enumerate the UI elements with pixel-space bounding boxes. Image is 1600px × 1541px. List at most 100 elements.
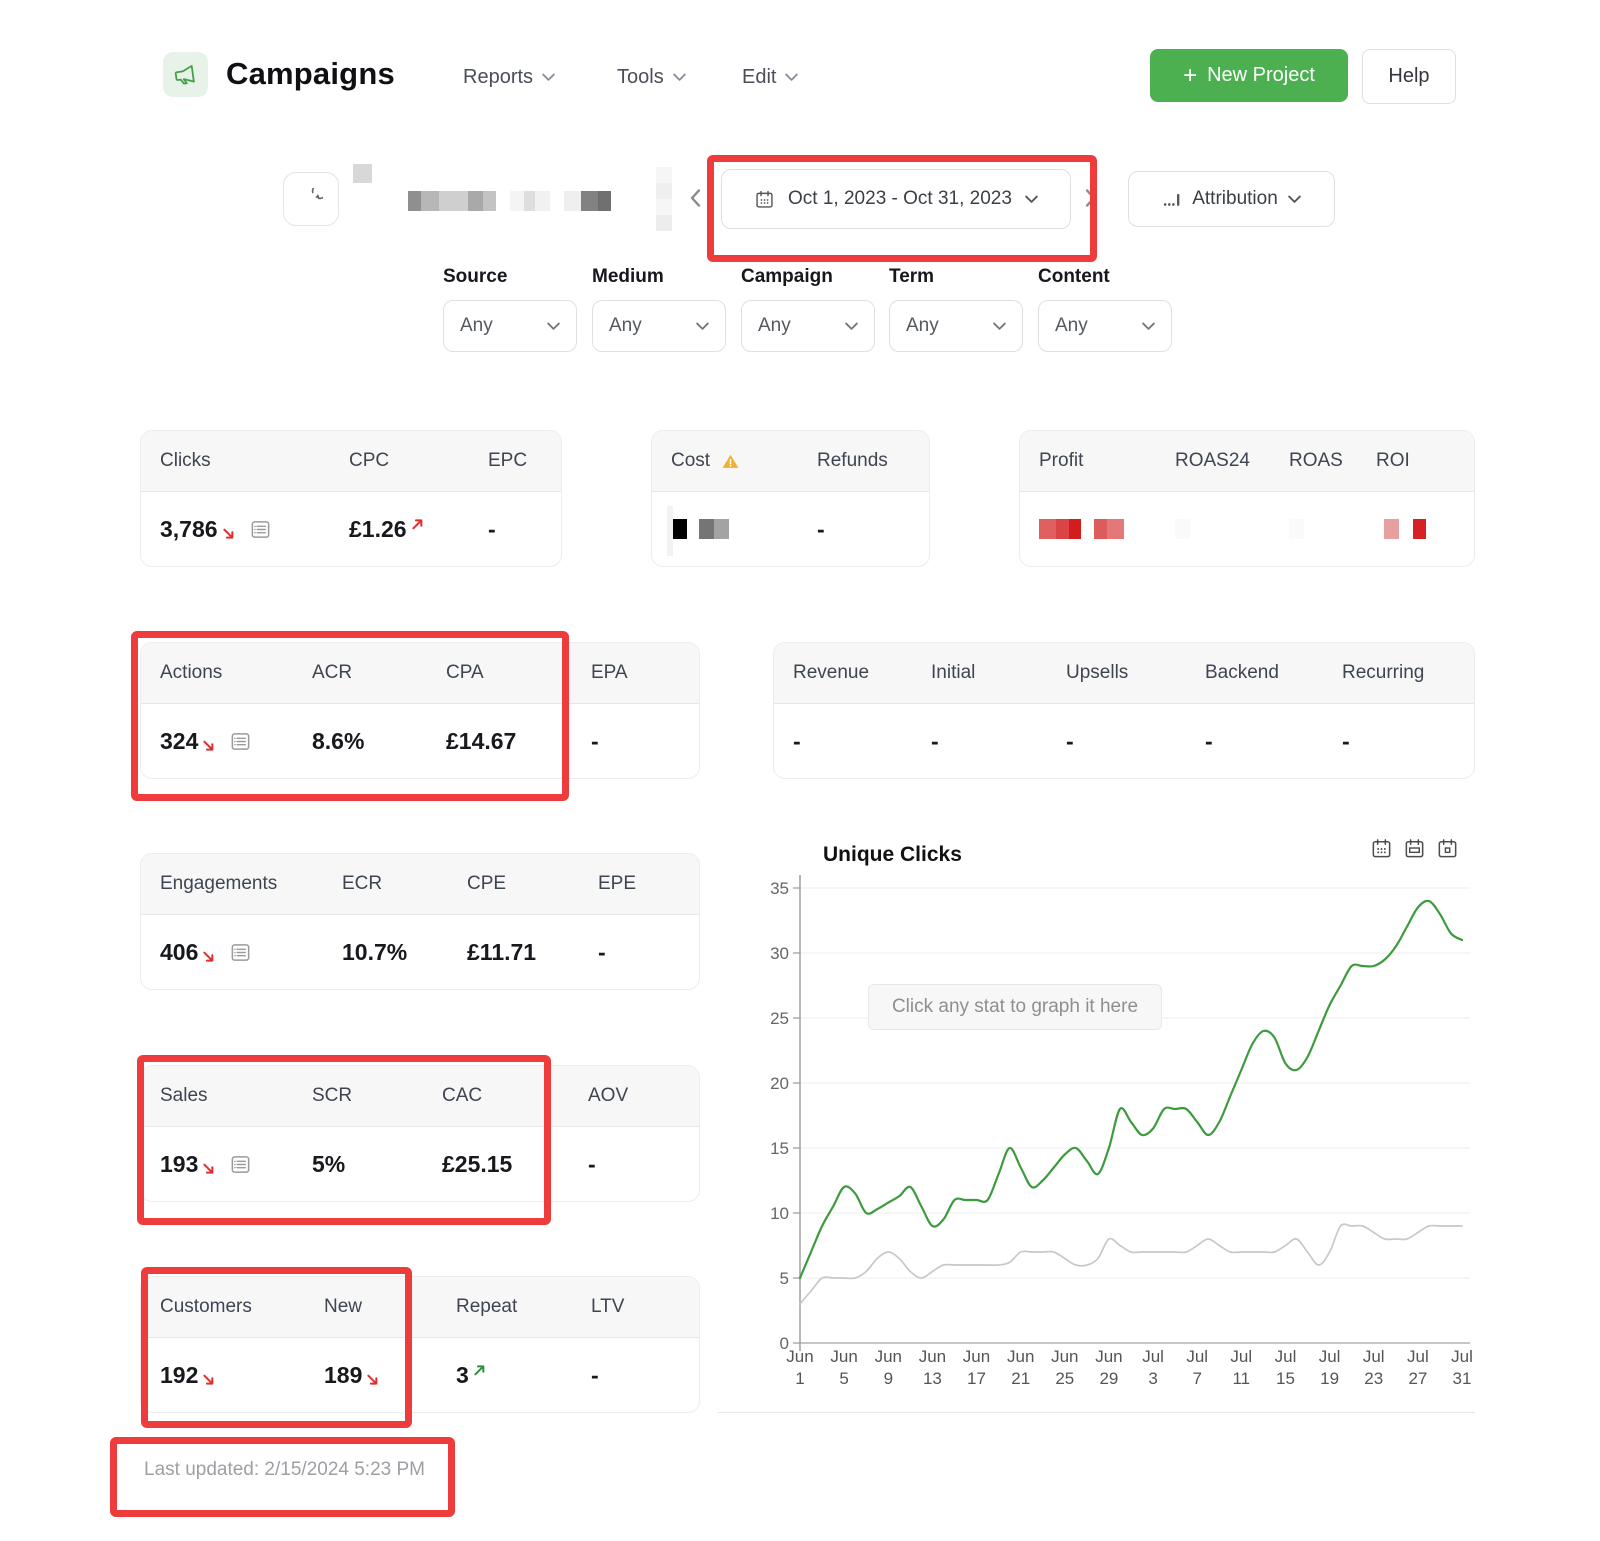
stat-value-clicks[interactable]: 3,786 xyxy=(141,516,330,543)
help-button[interactable]: Help xyxy=(1362,49,1456,104)
stat-value-new[interactable]: 189 xyxy=(305,1362,437,1389)
list-detail-icon[interactable] xyxy=(229,1153,252,1176)
stat-value-acr[interactable]: 8.6% xyxy=(312,727,365,754)
stat-value-sales[interactable]: 193 xyxy=(141,1151,293,1178)
trend-up-icon xyxy=(411,517,425,531)
divider xyxy=(718,1412,1475,1413)
stat-value-cpa[interactable]: £14.67 xyxy=(446,727,517,754)
filter-select-medium[interactable]: Any xyxy=(592,300,726,352)
nav-edit[interactable]: Edit xyxy=(742,66,798,89)
filter-select-source[interactable]: Any xyxy=(443,300,577,352)
stat-value-actions[interactable]: 324 xyxy=(141,728,293,755)
svg-text:9: 9 xyxy=(884,1369,893,1388)
attribution-button[interactable]: Attribution xyxy=(1128,171,1335,227)
stat-value-cac[interactable]: £25.15 xyxy=(442,1150,513,1177)
stat-value-cpc[interactable]: £1.26 xyxy=(330,516,469,543)
svg-text:30: 30 xyxy=(770,944,789,963)
stat-value-roas-redacted[interactable] xyxy=(1270,519,1357,539)
stat-value-cpe[interactable]: £11.71 xyxy=(467,938,537,965)
svg-text:Jun: Jun xyxy=(1007,1347,1034,1366)
revenue-card: Revenue Initial Upsells Backend Recurrin… xyxy=(773,642,1475,779)
refresh-icon xyxy=(300,188,323,211)
stat-value-ltv[interactable]: - xyxy=(591,1361,599,1388)
column-header-ecr: ECR xyxy=(342,873,383,894)
trend-down-icon xyxy=(366,1373,380,1387)
calendar-month-icon[interactable] xyxy=(1436,837,1459,860)
list-detail-icon[interactable] xyxy=(229,941,252,964)
svg-text:25: 25 xyxy=(770,1009,789,1028)
column-header-acr: ACR xyxy=(312,662,353,683)
svg-text:10: 10 xyxy=(770,1204,789,1223)
date-range-picker[interactable]: Oct 1, 2023 - Oct 31, 2023 xyxy=(721,169,1071,229)
chart-title: Unique Clicks xyxy=(823,843,962,866)
stat-value-recurring[interactable]: - xyxy=(1342,727,1350,754)
stat-value-scr[interactable]: 5% xyxy=(312,1150,346,1177)
stat-value-refunds[interactable]: - xyxy=(817,515,825,542)
stat-value-ecr[interactable]: 10.7% xyxy=(342,938,408,965)
chevron-down-icon xyxy=(1025,195,1038,204)
list-detail-icon[interactable] xyxy=(229,730,252,753)
stat-value-roi-redacted[interactable] xyxy=(1357,519,1474,539)
stat-value-backend[interactable]: - xyxy=(1205,727,1213,754)
svg-text:Jun: Jun xyxy=(963,1347,990,1366)
filter-select-campaign[interactable]: Any xyxy=(741,300,875,352)
column-header-upsells: Upsells xyxy=(1066,662,1129,683)
filter-select-content[interactable]: Any xyxy=(1038,300,1172,352)
new-project-button[interactable]: + New Project xyxy=(1150,49,1348,102)
column-header-ltv: LTV xyxy=(591,1296,625,1317)
nav-tools[interactable]: Tools xyxy=(617,66,686,89)
column-header-customers: Customers xyxy=(160,1296,252,1317)
stat-value-epc[interactable]: - xyxy=(488,515,496,542)
stat-value-repeat[interactable]: 3 xyxy=(437,1362,572,1389)
stat-value-aov[interactable]: - xyxy=(588,1150,596,1177)
column-header-cost: Cost xyxy=(652,450,798,472)
stat-value-profit-redacted[interactable] xyxy=(1020,519,1156,539)
svg-text:Jul: Jul xyxy=(1319,1347,1341,1366)
calendar-week-icon[interactable] xyxy=(1403,837,1426,860)
nav-reports[interactable]: Reports xyxy=(463,66,555,89)
plus-icon: + xyxy=(1183,61,1198,89)
stat-value-roas24-redacted[interactable] xyxy=(1156,519,1270,539)
next-period-button[interactable] xyxy=(1085,185,1096,211)
graph-stat-hint-button[interactable]: Click any stat to graph it here xyxy=(868,984,1162,1030)
svg-text:35: 35 xyxy=(770,879,789,898)
prev-period-button[interactable] xyxy=(690,185,701,211)
refresh-button[interactable] xyxy=(283,172,339,226)
column-header-cac: CAC xyxy=(442,1085,483,1106)
filter-label-medium: Medium xyxy=(592,266,664,287)
trend-down-icon xyxy=(222,527,236,541)
stat-value-initial[interactable]: - xyxy=(931,727,939,754)
svg-text:Jun: Jun xyxy=(919,1347,946,1366)
svg-text:31: 31 xyxy=(1453,1369,1472,1388)
column-header-epc: EPC xyxy=(488,450,528,471)
calendar-day-icon[interactable] xyxy=(1370,837,1393,860)
last-updated-text: Last updated: 2/15/2024 5:23 PM xyxy=(144,1459,425,1480)
stat-value-epa[interactable]: - xyxy=(591,727,599,754)
filter-label-term: Term xyxy=(889,266,935,287)
svg-text:Jun: Jun xyxy=(830,1347,857,1366)
nav-edit-label: Edit xyxy=(742,66,777,88)
cost-card: Cost Refunds - xyxy=(651,430,930,567)
stat-value-revenue[interactable]: - xyxy=(793,727,801,754)
list-detail-icon[interactable] xyxy=(249,518,272,541)
attribution-bars-icon xyxy=(1162,189,1182,209)
trend-down-icon xyxy=(202,1162,216,1176)
stat-value-engagements[interactable]: 406 xyxy=(141,939,323,966)
stat-value-epe[interactable]: - xyxy=(598,938,606,965)
stat-value-upsells[interactable]: - xyxy=(1066,727,1074,754)
svg-text:Jun: Jun xyxy=(786,1347,813,1366)
column-header-scr: SCR xyxy=(312,1085,353,1106)
stat-value-customers[interactable]: 192 xyxy=(141,1362,305,1389)
column-header-initial: Initial xyxy=(931,662,976,683)
redacted-strip xyxy=(667,506,673,556)
filter-select-term[interactable]: Any xyxy=(889,300,1023,352)
svg-text:5: 5 xyxy=(780,1269,789,1288)
stat-value-cost-redacted[interactable] xyxy=(652,519,798,539)
svg-text:5: 5 xyxy=(839,1369,848,1388)
nav-reports-label: Reports xyxy=(463,66,534,88)
trend-down-icon xyxy=(202,1373,216,1387)
svg-text:20: 20 xyxy=(770,1074,789,1093)
svg-text:23: 23 xyxy=(1364,1369,1383,1388)
filter-label-content: Content xyxy=(1038,266,1110,287)
